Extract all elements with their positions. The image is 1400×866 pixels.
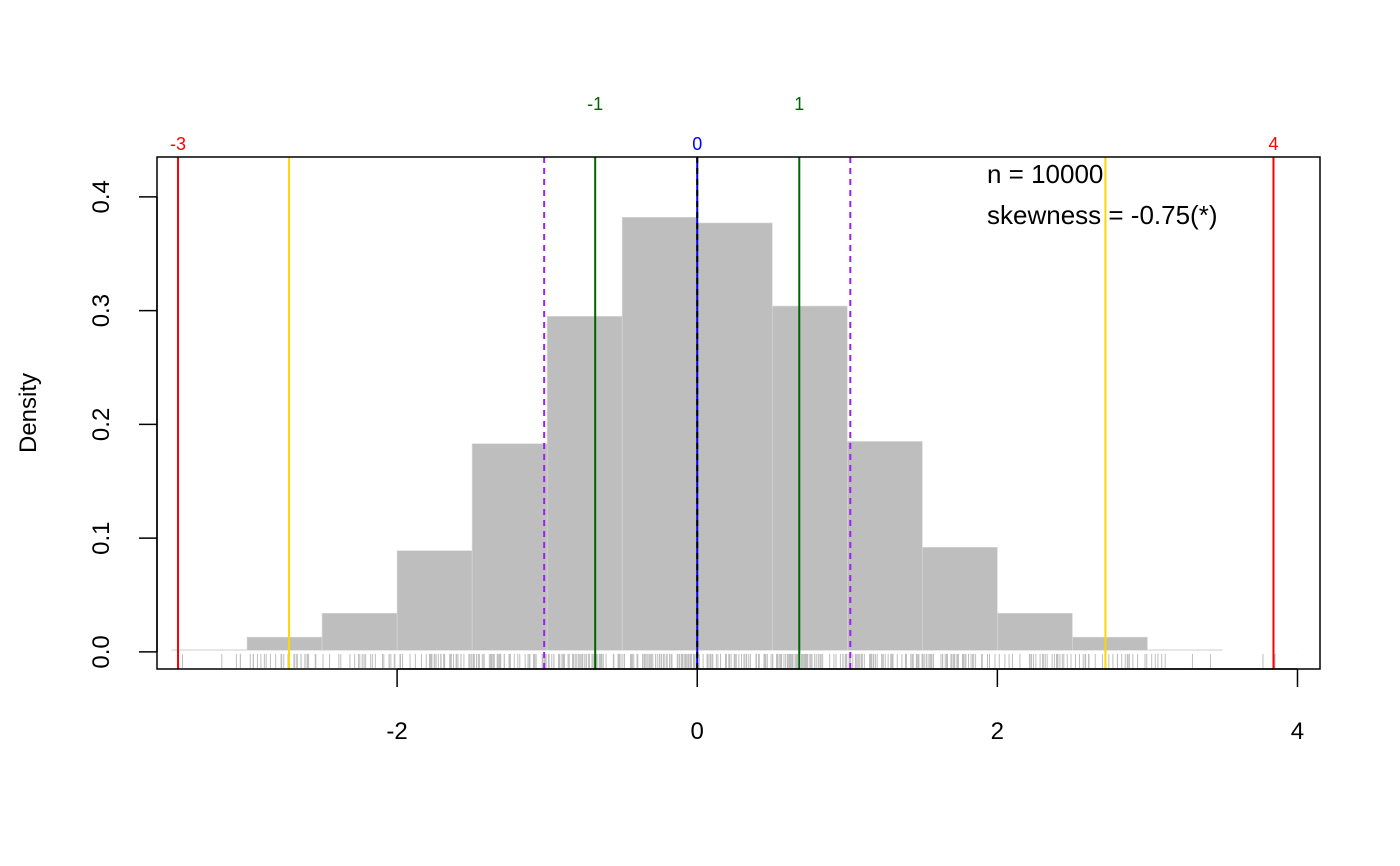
reference-line-label: -1	[587, 94, 603, 114]
reference-line-label: 4	[1268, 134, 1278, 154]
x-axis: -2 0 2 4	[386, 668, 1304, 745]
histogram-bar	[997, 612, 1073, 653]
y-tick-label: 0.2	[88, 408, 115, 441]
histogram-bar	[1072, 636, 1148, 653]
reference-lines	[177, 157, 1275, 669]
reference-line-labels: -3 -1 0 1 4	[170, 94, 1278, 154]
histogram-bar	[471, 443, 548, 653]
x-tick-label: 4	[1291, 718, 1304, 745]
y-tick-label: 0.1	[88, 521, 115, 554]
skewness-annotation: skewness = -0.75(*)	[987, 200, 1217, 230]
reference-line-label: 0	[692, 134, 702, 154]
histogram-bar	[396, 550, 473, 653]
x-tick-label: 0	[691, 718, 704, 745]
y-tick-label: 0.4	[88, 180, 115, 213]
histogram-bar	[246, 636, 323, 653]
histogram-bar	[546, 315, 623, 653]
reference-line-label: -3	[170, 134, 186, 154]
histogram-bar	[922, 546, 998, 653]
rug-marks	[182, 653, 1276, 668]
y-axis: 0.0 0.1 0.2 0.3 0.4	[88, 180, 158, 669]
histogram-bar	[621, 217, 698, 653]
histogram-bar	[771, 305, 848, 653]
x-tick-label: -2	[386, 718, 407, 745]
reference-line-label: 1	[794, 94, 804, 114]
y-tick-label: 0.3	[88, 294, 115, 327]
sample-size-annotation: n = 10000	[987, 159, 1103, 189]
x-tick-label: 2	[991, 718, 1004, 745]
y-axis-label: Density	[15, 373, 42, 453]
y-tick-label: 0.0	[88, 635, 115, 668]
histogram-bar	[696, 222, 773, 653]
histogram-bar	[846, 441, 923, 653]
histogram-bars	[171, 217, 1298, 653]
histogram-bar	[321, 612, 398, 653]
